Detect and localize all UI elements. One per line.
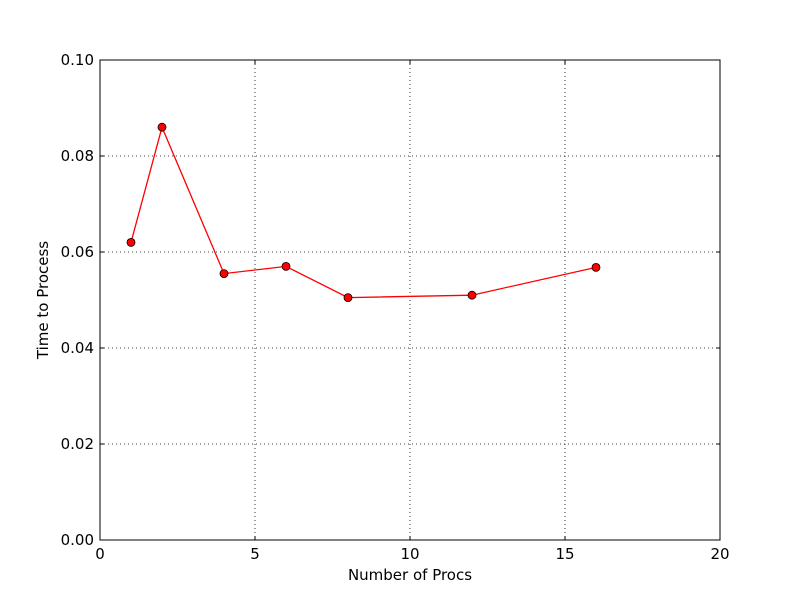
x-tick-label: 15 (555, 545, 574, 563)
data-point (157, 122, 167, 132)
data-point (219, 269, 229, 279)
data-point (126, 237, 136, 247)
data-point (343, 293, 353, 303)
data-point (281, 261, 291, 271)
data-point (467, 290, 477, 300)
x-tick-label: 20 (710, 545, 729, 563)
y-tick-label: 0.00 (61, 531, 94, 549)
data-point (591, 262, 601, 272)
tick-layer: 0 5 10 15 20 0.00 0.02 0.04 0.06 0.08 0.10 (61, 51, 730, 563)
grid-layer (100, 60, 720, 540)
y-tick-label: 0.10 (61, 51, 94, 69)
y-tick-label: 0.06 (61, 243, 94, 261)
x-axis-label: Number of Procs (348, 566, 472, 584)
x-tick-label: 0 (95, 545, 105, 563)
series-layer (126, 122, 601, 303)
series-line (130, 125, 597, 299)
x-tick-label: 10 (400, 545, 419, 563)
x-tick-label: 5 (250, 545, 260, 563)
y-tick-label: 0.08 (61, 147, 94, 165)
y-tick-label: 0.02 (61, 435, 94, 453)
y-axis-label: Time to Process (34, 241, 52, 360)
y-tick-label: 0.04 (61, 339, 94, 357)
